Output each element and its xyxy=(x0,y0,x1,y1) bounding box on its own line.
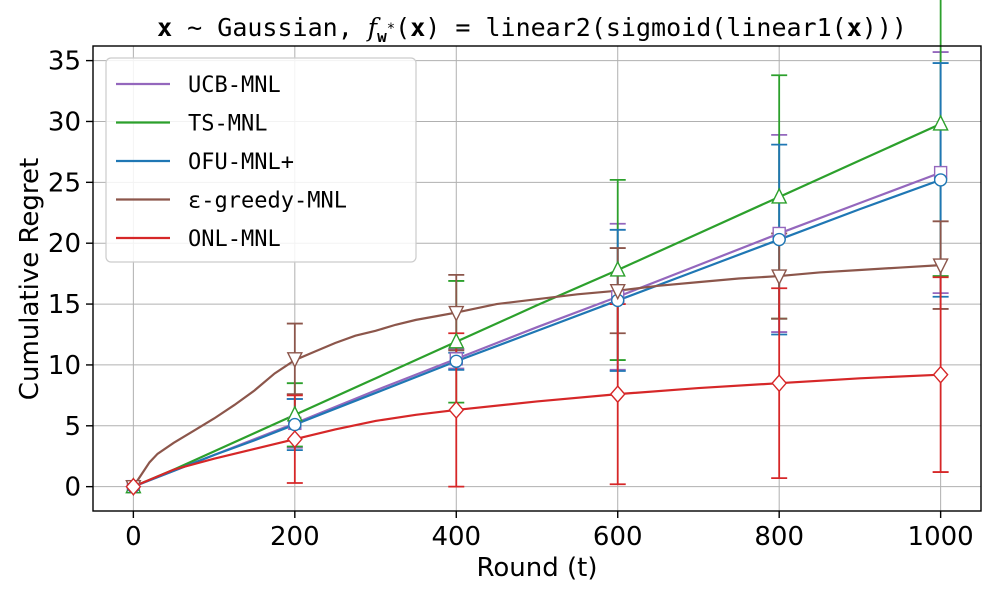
x-tick-label: 800 xyxy=(754,522,804,552)
plot-frame xyxy=(92,45,982,512)
data-point xyxy=(448,332,465,349)
title-part: * xyxy=(387,21,395,37)
data-point xyxy=(932,114,949,131)
x-tick-label: 400 xyxy=(431,522,481,552)
data-point xyxy=(288,417,302,432)
data-point xyxy=(932,258,949,275)
data-point xyxy=(771,187,788,204)
y-tick-label: 0 xyxy=(64,473,81,503)
title-part: f xyxy=(366,13,381,42)
data-point xyxy=(771,374,788,393)
data-point xyxy=(772,232,786,247)
tick-layer: 0 200 400 600 800 1000 0 5 10 15 20 25 30 35 xyxy=(48,47,974,552)
y-axis-title: Cumulative Regret xyxy=(15,158,45,400)
x-tick-label: 600 xyxy=(593,522,643,552)
data-point xyxy=(449,354,463,368)
title-part: ( xyxy=(395,13,410,42)
series-line xyxy=(132,373,941,488)
y-tick-label: 35 xyxy=(48,47,81,77)
title-part: x xyxy=(410,13,425,42)
title-part: x xyxy=(847,13,862,42)
data-point xyxy=(286,352,303,369)
title-part: ))) xyxy=(862,13,907,42)
chart-title: x ~ Gaussian, fw*(x) = linear2(sigmoid(l… xyxy=(157,13,907,46)
data-point xyxy=(448,305,465,323)
data-point xyxy=(286,430,303,449)
data-point xyxy=(125,477,142,496)
y-tick-label: 15 xyxy=(48,290,81,320)
y-tick-label: 25 xyxy=(48,168,81,198)
x-tick-label: 1000 xyxy=(908,522,974,552)
data-point xyxy=(932,365,949,384)
data-point xyxy=(609,385,626,404)
data-point xyxy=(933,173,948,187)
legend-label: ε-greedy-MNL xyxy=(188,189,347,214)
legend-label: OFU-MNL+ xyxy=(188,150,294,175)
series-line xyxy=(132,264,941,488)
title-part: x xyxy=(157,13,172,42)
x-tick-label: 0 xyxy=(125,522,142,552)
y-tick-label: 10 xyxy=(48,351,81,381)
legend: UCB-MNL TS-MNL OFU-MNL+ ε-greedy-MNL ONL-MNL xyxy=(105,57,417,263)
legend-frame xyxy=(105,57,417,263)
title-part: w xyxy=(377,27,387,46)
data-point xyxy=(609,260,626,277)
title-part: ~ Gaussian, xyxy=(172,13,368,42)
series-group xyxy=(132,276,949,488)
y-tick-label: 20 xyxy=(48,229,81,259)
data-point xyxy=(448,400,465,420)
x-axis-title: Round (t) xyxy=(476,553,597,583)
data-point xyxy=(609,283,626,301)
x-tick-label: 200 xyxy=(270,522,320,552)
y-tick-label: 5 xyxy=(64,412,81,442)
legend-label: ONL-MNL xyxy=(188,227,281,252)
title-part: ) = linear2(sigmoid(linear1( xyxy=(425,13,846,42)
legend-label: TS-MNL xyxy=(188,112,267,137)
series-layer xyxy=(125,0,949,497)
y-tick-label: 30 xyxy=(48,107,81,137)
legend-label: UCB-MNL xyxy=(188,73,281,98)
data-point xyxy=(771,269,788,286)
